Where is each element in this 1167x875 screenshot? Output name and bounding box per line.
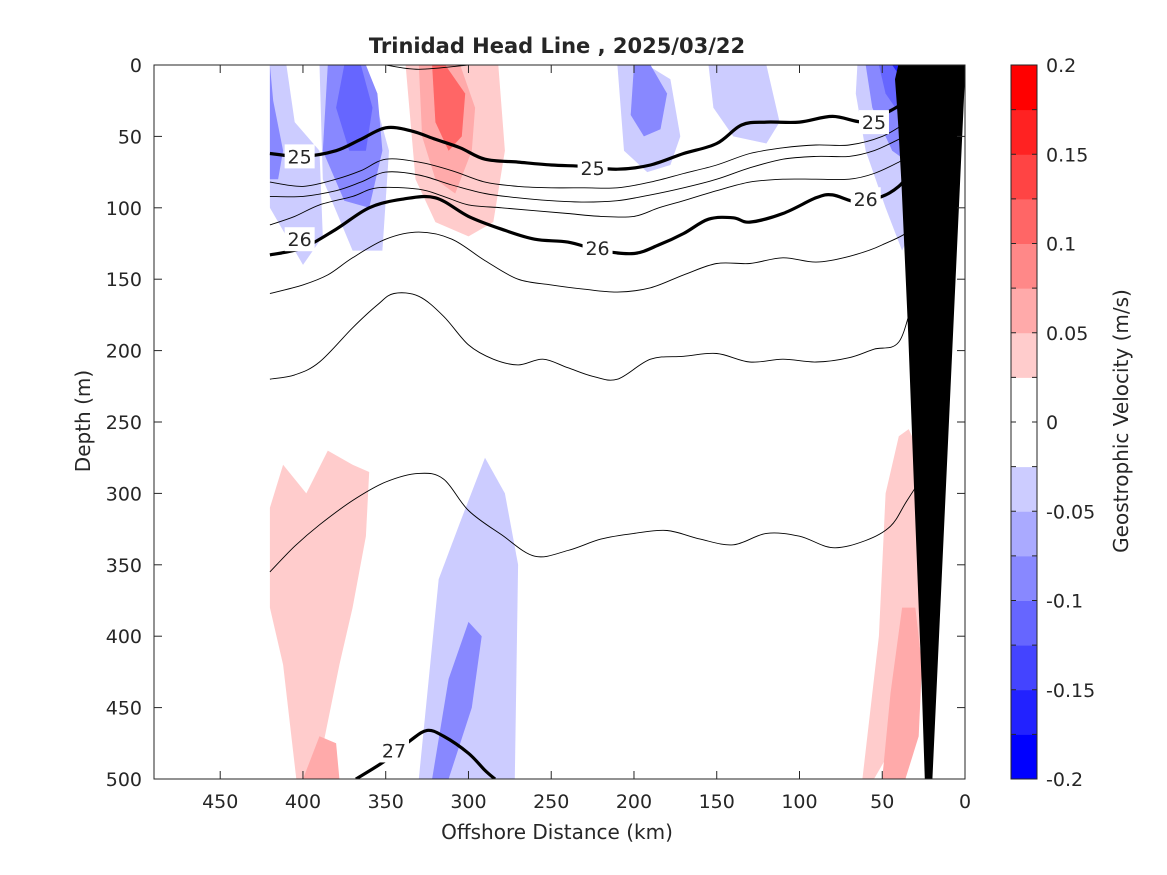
velocity-patch	[432, 65, 466, 151]
colorbar-tick-label: -0.15	[1046, 680, 1095, 702]
y-axis: 0 50 100 150 200 250 300 350 400 450 500	[106, 55, 965, 791]
y-tick-label: 450	[106, 698, 142, 720]
velocity-patch	[708, 65, 780, 144]
y-tick-label: 50	[118, 126, 142, 148]
colorbar-step	[1011, 555, 1037, 601]
y-tick-label: 350	[106, 555, 142, 577]
velocity-patch	[862, 429, 926, 779]
bathymetry-layer	[894, 65, 965, 779]
colorbar-tick-label: -0.2	[1046, 769, 1083, 791]
contour-label: 26	[585, 238, 609, 260]
x-tick-label: 400	[285, 791, 321, 813]
x-tick-label: 350	[368, 791, 404, 813]
colorbar-step	[1011, 243, 1037, 289]
bathymetry	[894, 65, 965, 779]
colorbar-tick-label: 0	[1046, 412, 1058, 434]
isopycnal-line	[269, 461, 933, 573]
contour-label-background	[284, 227, 315, 252]
contour-label: 26	[854, 189, 878, 211]
colorbar-tick-label: -0.05	[1046, 501, 1095, 523]
colorbar-step	[1011, 734, 1037, 780]
contour-label: 27	[382, 740, 406, 762]
contour-label: 25	[581, 158, 605, 180]
contour-label-background	[850, 187, 881, 212]
x-tick-label: 150	[699, 791, 735, 813]
colorbar-step	[1011, 65, 1037, 111]
contour-label-background	[378, 738, 409, 763]
colorbar-step	[1011, 109, 1037, 155]
chart-title: Trinidad Head Line , 2025/03/22	[369, 34, 745, 58]
colorbar-step	[1011, 645, 1037, 691]
colorbar-step	[1011, 511, 1037, 557]
contour-label: 25	[288, 146, 312, 168]
velocity-patch	[303, 736, 340, 779]
velocity-patch	[269, 450, 370, 779]
y-tick-label: 400	[106, 626, 142, 648]
y-tick-label: 150	[106, 269, 142, 291]
velocity-patch	[418, 457, 519, 779]
colorbar-step	[1011, 154, 1037, 200]
y-tick-label: 0	[130, 55, 142, 77]
colorbar-tick-label: 0.2	[1046, 55, 1076, 77]
isopycnal-line	[269, 283, 933, 381]
contour-label: 26	[288, 229, 312, 251]
plot-area: 25 25 25 26 26 26 27	[153, 64, 966, 780]
contour-label: 25	[862, 112, 886, 134]
colorbar: 0.2 0.15 0.1 0.05 0 -0.05 -0.1 -0.15 -0.2	[1010, 55, 1095, 791]
colorbar-step	[1011, 600, 1037, 646]
isopycnal-line	[269, 143, 933, 226]
colorbar-tick-label: -0.1	[1046, 591, 1083, 613]
x-tick-label: 0	[959, 791, 971, 813]
x-tick-label: 50	[870, 791, 894, 813]
velocity-patch	[269, 65, 284, 180]
colorbar-tick-label: 0.1	[1046, 234, 1076, 256]
velocity-patch	[432, 621, 482, 779]
y-tick-label: 250	[106, 412, 142, 434]
contour-label-background	[284, 144, 315, 169]
y-axis-label: Depth (m)	[71, 370, 95, 472]
isopycnal-line	[269, 184, 930, 294]
colorbar-label: Geostrophic Velocity (m/s)	[1109, 289, 1133, 553]
x-axis-label: Offshore Distance (km)	[441, 820, 673, 844]
colorbar-tick-label: 0.05	[1046, 323, 1088, 345]
colorbar-step	[1011, 332, 1037, 378]
colorbar-step	[1011, 466, 1037, 512]
colorbar-tick-label: 0.15	[1046, 144, 1088, 166]
y-tick-label: 500	[106, 769, 142, 791]
isopycnal-line	[269, 121, 933, 203]
isopycnal-line	[385, 65, 469, 70]
y-tick-label: 100	[106, 198, 142, 220]
velocity-patch	[630, 65, 668, 137]
x-axis: 450 400 350 300 250 200 150 100 50 0	[202, 65, 971, 813]
isopycnal-line	[269, 107, 933, 189]
x-tick-label: 200	[616, 791, 652, 813]
x-tick-label: 250	[533, 791, 569, 813]
x-tick-label: 100	[781, 791, 817, 813]
colorbar-step	[1011, 198, 1037, 244]
contour-label-background	[858, 110, 889, 135]
velocity-patch	[336, 65, 373, 151]
contour-labels: 25 25 25 26 26 26 27	[284, 110, 889, 763]
colorbar-step	[1011, 377, 1037, 423]
colorbar-step	[1011, 689, 1037, 735]
colorbar-step	[1011, 288, 1037, 334]
x-tick-label: 450	[202, 791, 238, 813]
contour-label-background	[582, 235, 613, 260]
y-tick-label: 300	[106, 483, 142, 505]
x-tick-label: 300	[450, 791, 486, 813]
contour-label-background	[577, 155, 608, 180]
y-tick-label: 200	[106, 341, 142, 363]
colorbar-step	[1011, 422, 1037, 468]
velocity-patch	[882, 607, 922, 779]
